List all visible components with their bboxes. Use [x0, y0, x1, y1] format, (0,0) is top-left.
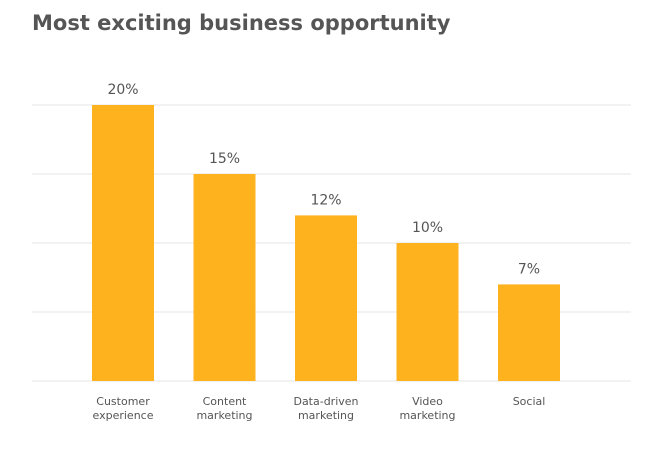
x-tick-label: Social — [512, 395, 546, 408]
value-label: 10% — [412, 220, 443, 236]
chart-title: Most exciting business opportunity — [32, 11, 451, 35]
x-tick-label: Customer experience — [92, 395, 154, 422]
value-label: 7% — [518, 261, 540, 277]
bar — [92, 105, 154, 381]
x-tick-label: Data-driven marketing — [293, 395, 359, 422]
value-label: 15% — [209, 151, 240, 167]
bar — [193, 174, 256, 381]
x-tick-label: Content marketing — [196, 395, 253, 422]
bar — [295, 215, 357, 381]
value-label: 12% — [310, 192, 341, 208]
value-label: 20% — [107, 82, 138, 98]
x-tick-label: Video marketing — [399, 395, 456, 422]
bar — [396, 243, 459, 381]
bar — [498, 284, 560, 381]
